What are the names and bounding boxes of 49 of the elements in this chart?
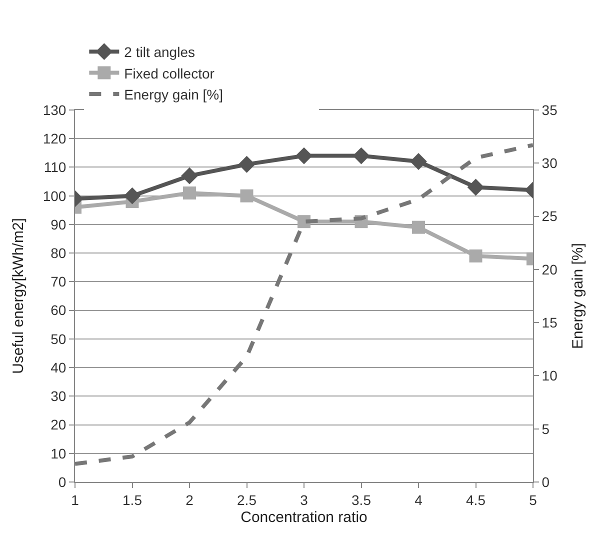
x-tick-label: 2	[186, 492, 194, 508]
x-tick-label: 1.5	[122, 492, 142, 508]
x-tick-label: 5	[529, 492, 538, 508]
x-axis-title: Concentration ratio	[240, 508, 368, 526]
point	[238, 156, 256, 173]
point	[181, 167, 198, 184]
y-tick-label: 50	[50, 330, 66, 347]
y-tick-label: 130	[42, 102, 66, 118]
y-tick-label: 120	[42, 130, 66, 147]
y2-tick-label: 30	[542, 155, 558, 172]
point	[410, 153, 427, 170]
y2-tick-label: 35	[542, 102, 558, 118]
y-tick-label: 90	[50, 216, 66, 232]
x-tick-label: 1	[71, 492, 80, 508]
y2-tick-label: 0	[542, 474, 550, 490]
legend-label: Fixed collector	[124, 65, 215, 82]
point	[467, 178, 484, 196]
y2-axis-title: Energy gain [%]	[570, 243, 587, 349]
x-tick-label: 4.5	[466, 492, 486, 508]
y-tick-label: 10	[50, 445, 66, 462]
y-axis-title: Useful energy[kWh/m2]	[10, 218, 28, 374]
y-tick-label: 20	[50, 416, 66, 433]
point	[412, 220, 425, 234]
line-series	[75, 143, 533, 466]
y-tick-label: 60	[50, 302, 66, 318]
y-tick-label: 110	[44, 159, 66, 176]
x-tick-label: 4	[414, 492, 423, 508]
y2-tick-label: 10	[542, 368, 558, 384]
point	[240, 189, 254, 202]
point	[469, 249, 482, 262]
point	[296, 147, 312, 164]
legend-label: Energy gain [%]	[124, 86, 224, 102]
y2-tick-label: 5	[542, 420, 550, 437]
x-tick-label: 2.5	[237, 492, 257, 508]
y2-tick-label: 20	[542, 261, 558, 278]
y-tick-label: 100	[42, 188, 66, 204]
y-tick-label: 70	[50, 274, 66, 290]
y-tick-label: 40	[50, 359, 66, 376]
y-tick-label: 30	[50, 388, 66, 404]
y-tick-label: 80	[50, 244, 66, 261]
point	[183, 186, 196, 200]
y2-tick-label: 15	[542, 314, 558, 330]
y-tick-label: 0	[58, 474, 66, 490]
y2-tick-label: 25	[542, 208, 558, 224]
point	[124, 187, 141, 204]
point	[352, 147, 370, 164]
legend-label: 2 tilt angles	[124, 44, 195, 60]
x-tick-label: 3	[300, 492, 308, 508]
x-tick-label: 3.5	[352, 492, 372, 508]
